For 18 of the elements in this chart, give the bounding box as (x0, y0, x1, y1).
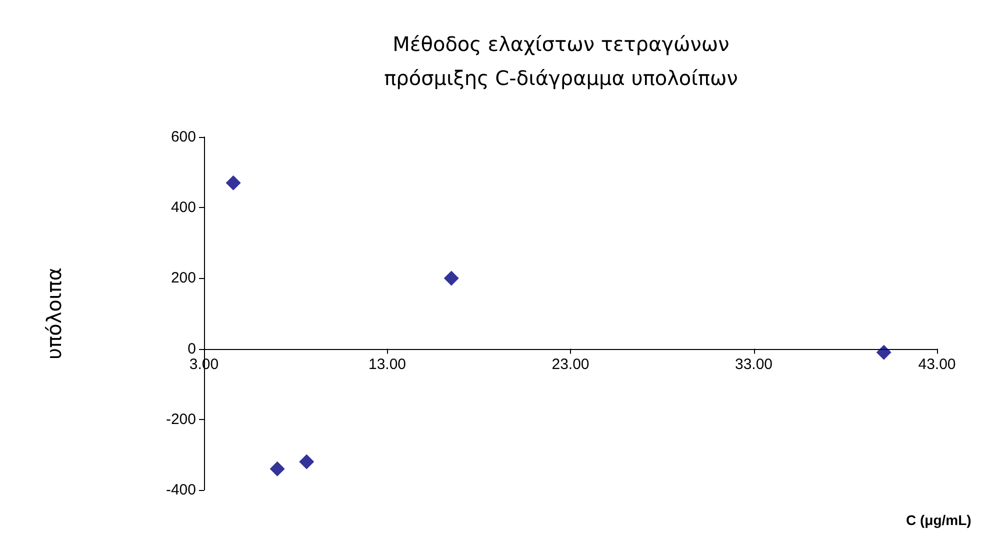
chart-title: Μέθοδος ελαχίστων τετραγώνων πρόσμιξης C-διάγραμμα υπολοίπων (384, 32, 738, 90)
point (299, 454, 314, 470)
point (444, 270, 459, 286)
point (270, 461, 285, 476)
y-tick-label: -400 (166, 482, 196, 498)
y-tick-label: -200 (166, 410, 196, 428)
y-tick-label: 200 (170, 270, 196, 287)
x-axis-title: C (μg/mL) (906, 512, 972, 528)
y-tick-label: 0 (188, 340, 196, 358)
y-tick-label: 600 (170, 128, 196, 146)
y-tick-label: 400 (170, 199, 196, 216)
point (226, 175, 241, 190)
x-tick-label: 43.00 (918, 356, 956, 373)
point (876, 344, 892, 360)
y-axis-title: υπόλοιπα (42, 268, 66, 360)
x-tick-label: 23.00 (552, 356, 590, 373)
x-tick-label: 13.00 (368, 356, 406, 373)
x-tick-label: 33.00 (734, 356, 773, 373)
